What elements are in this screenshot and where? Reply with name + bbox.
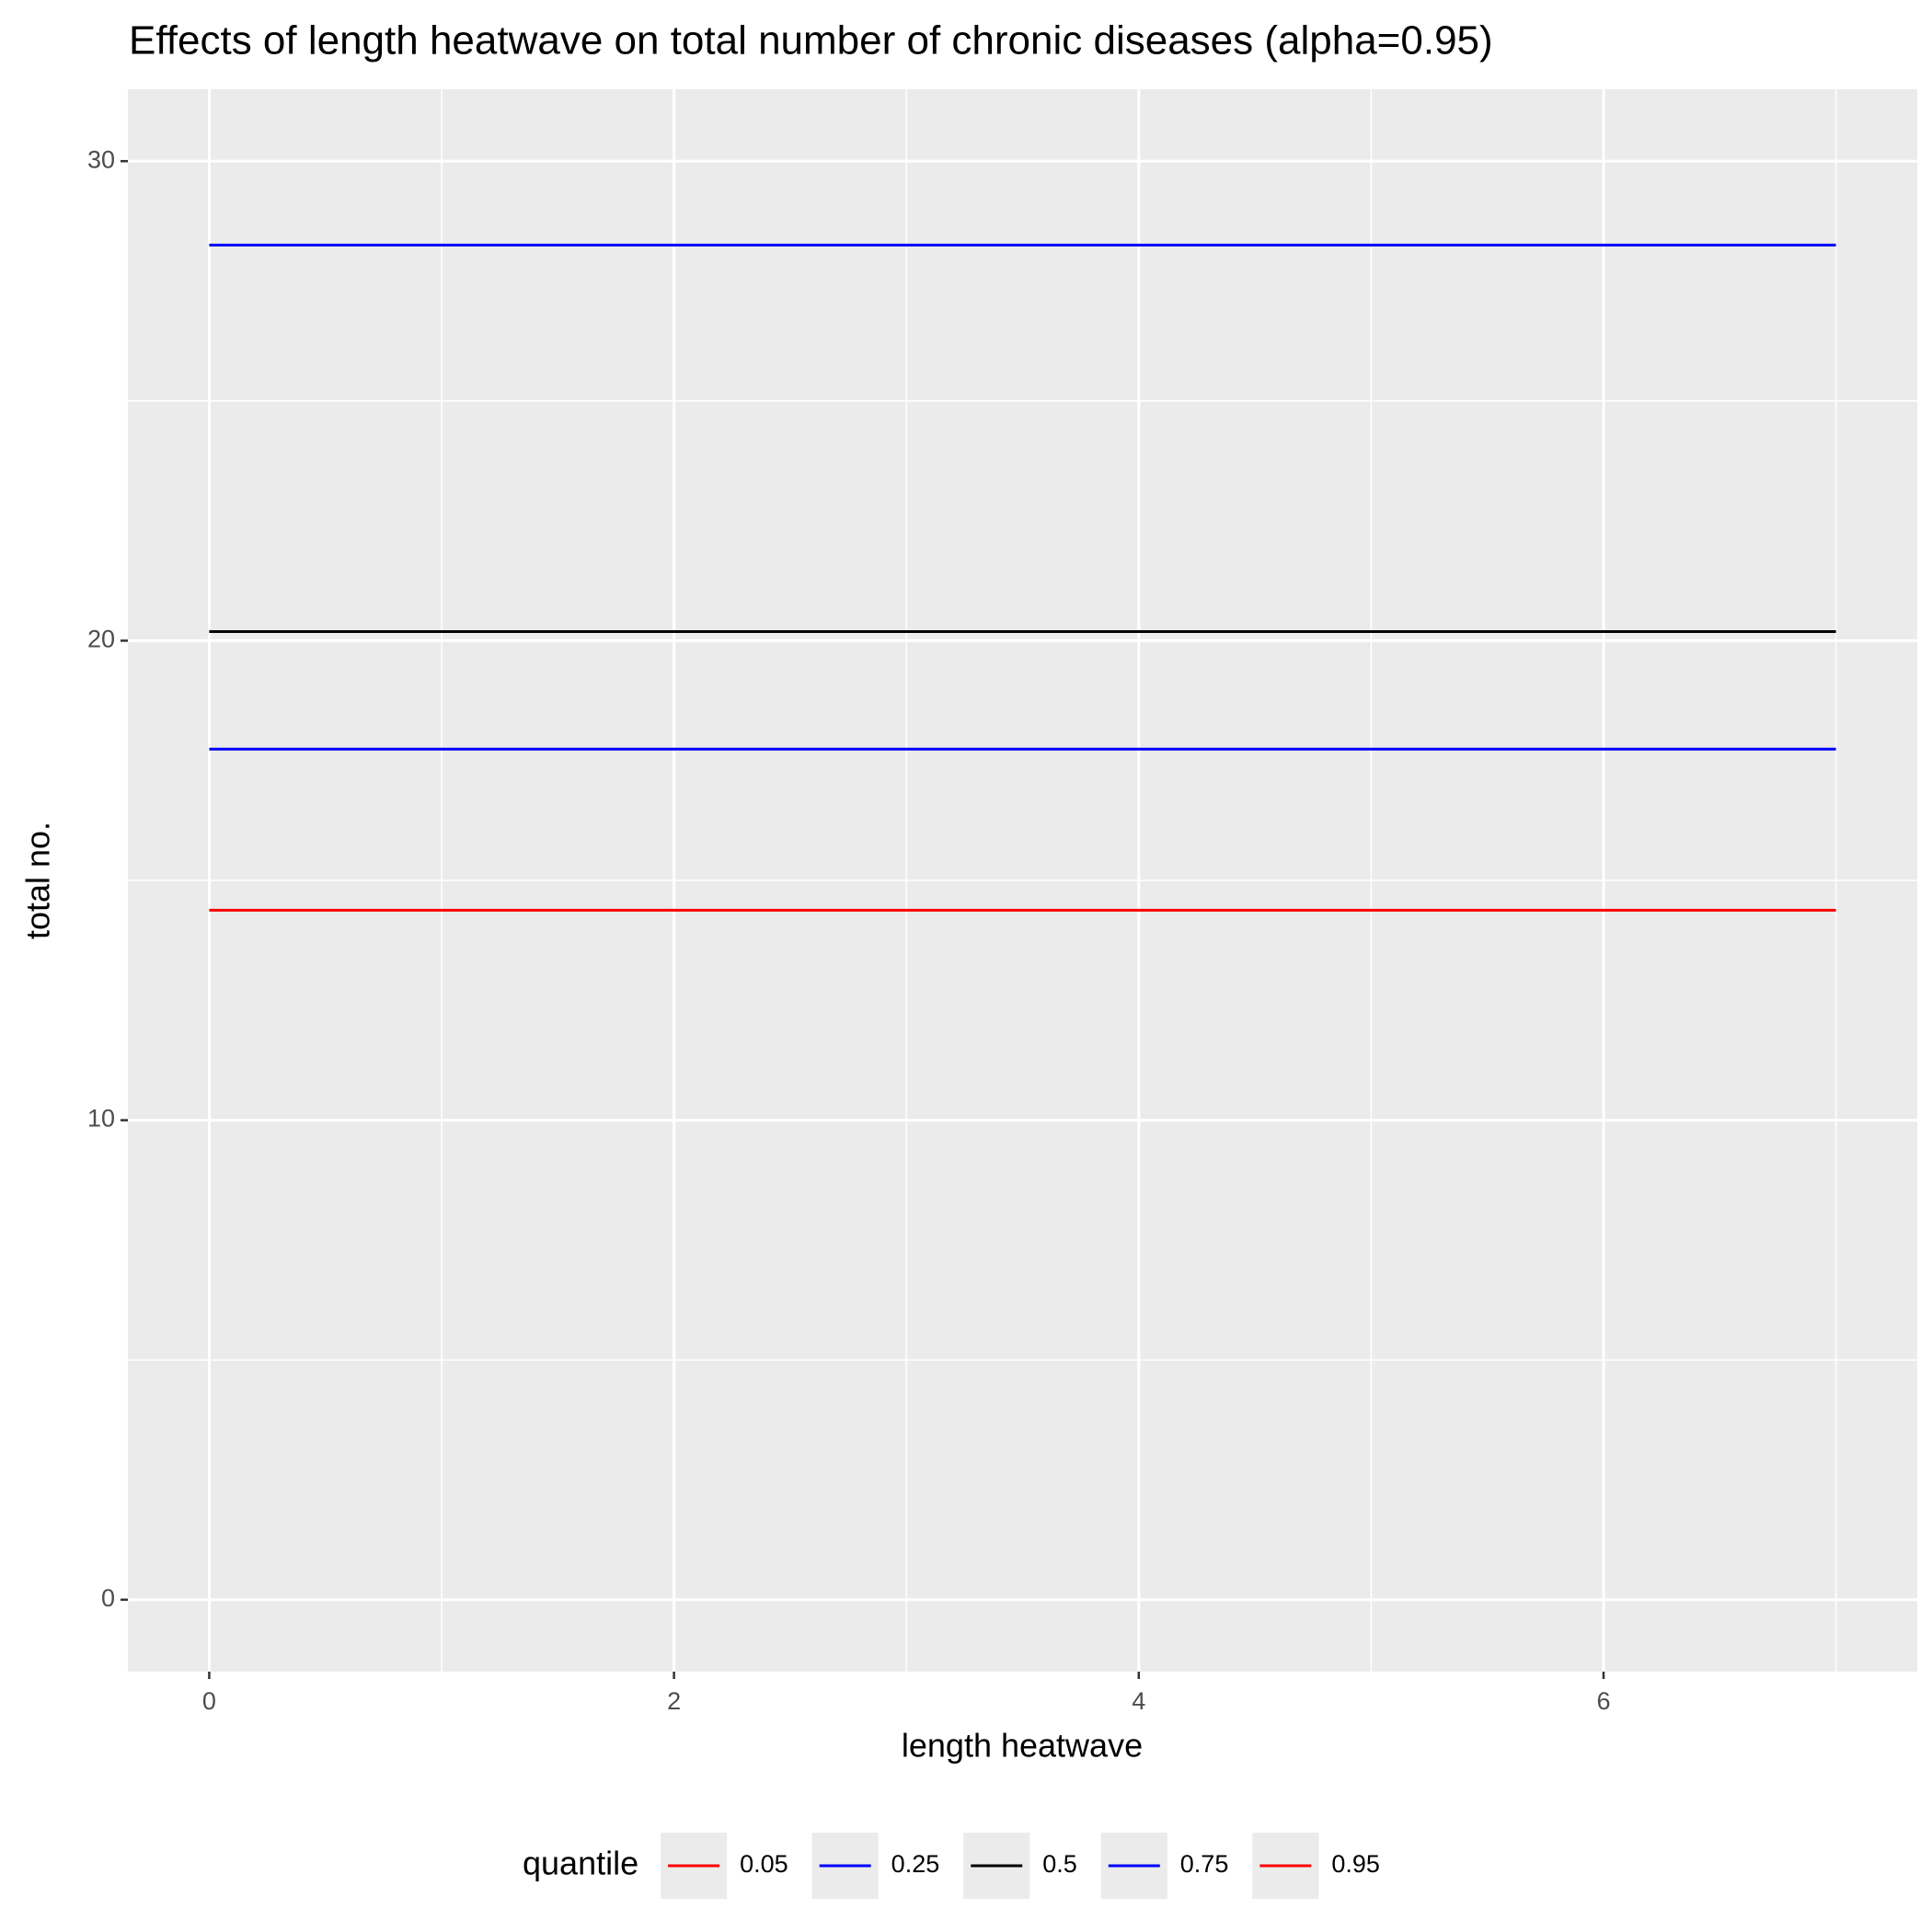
legend-label: 0.75 xyxy=(1180,1850,1229,1878)
y-tick-label: 30 xyxy=(87,145,115,173)
y-tick-label: 20 xyxy=(87,626,115,653)
legend-label: 0.05 xyxy=(740,1850,788,1878)
legend-label: 0.95 xyxy=(1331,1850,1380,1878)
x-tick-label: 6 xyxy=(1596,1687,1610,1715)
legend-label: 0.25 xyxy=(891,1850,940,1878)
x-tick-label: 0 xyxy=(202,1687,216,1715)
y-axis-title: total no. xyxy=(19,822,57,939)
legend-title: quantile xyxy=(523,1845,638,1882)
chart-title: Effects of length heatwave on total numb… xyxy=(129,18,1493,63)
y-tick-label: 10 xyxy=(87,1105,115,1133)
x-tick-label: 4 xyxy=(1132,1687,1145,1715)
x-axis-title: length heatwave xyxy=(902,1727,1143,1765)
x-tick-label: 2 xyxy=(667,1687,681,1715)
legend-label: 0.5 xyxy=(1042,1850,1077,1878)
y-tick-label: 0 xyxy=(101,1584,115,1612)
